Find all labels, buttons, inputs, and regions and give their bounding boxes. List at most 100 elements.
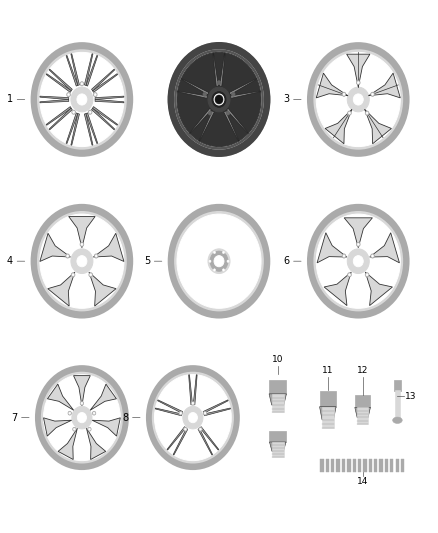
- Ellipse shape: [223, 252, 225, 254]
- Text: 4: 4: [7, 256, 13, 266]
- Bar: [357, 407, 368, 424]
- Ellipse shape: [316, 214, 400, 308]
- Ellipse shape: [208, 227, 212, 231]
- Ellipse shape: [81, 83, 83, 85]
- Polygon shape: [316, 73, 348, 98]
- Polygon shape: [200, 427, 219, 450]
- Polygon shape: [40, 233, 71, 262]
- Ellipse shape: [353, 94, 363, 105]
- Polygon shape: [177, 91, 207, 99]
- Ellipse shape: [153, 373, 233, 463]
- Bar: [320, 459, 324, 472]
- Ellipse shape: [204, 412, 206, 414]
- Ellipse shape: [72, 406, 92, 429]
- Polygon shape: [58, 428, 78, 459]
- Ellipse shape: [201, 260, 203, 263]
- Polygon shape: [43, 418, 72, 436]
- Ellipse shape: [71, 273, 75, 277]
- Bar: [347, 459, 350, 472]
- Polygon shape: [370, 233, 399, 263]
- Ellipse shape: [193, 239, 197, 244]
- Polygon shape: [355, 407, 371, 417]
- Polygon shape: [219, 53, 225, 86]
- Bar: [395, 390, 399, 420]
- Polygon shape: [198, 429, 212, 455]
- Ellipse shape: [371, 254, 374, 258]
- Ellipse shape: [184, 427, 187, 431]
- Ellipse shape: [230, 273, 232, 276]
- Ellipse shape: [183, 406, 203, 429]
- Bar: [355, 395, 371, 407]
- Ellipse shape: [308, 43, 408, 156]
- Ellipse shape: [155, 375, 231, 461]
- Polygon shape: [90, 384, 117, 410]
- Polygon shape: [346, 54, 370, 87]
- Bar: [394, 381, 401, 391]
- Ellipse shape: [169, 43, 269, 156]
- Ellipse shape: [78, 413, 86, 423]
- Polygon shape: [40, 96, 69, 100]
- Text: 7: 7: [11, 413, 18, 423]
- Ellipse shape: [89, 111, 91, 114]
- Bar: [369, 459, 372, 472]
- Polygon shape: [92, 74, 117, 92]
- Polygon shape: [71, 114, 79, 145]
- Ellipse shape: [199, 427, 202, 431]
- Ellipse shape: [213, 252, 215, 254]
- Ellipse shape: [88, 427, 91, 431]
- Ellipse shape: [77, 94, 87, 105]
- Ellipse shape: [226, 291, 230, 295]
- Ellipse shape: [184, 428, 186, 430]
- Bar: [336, 459, 340, 472]
- Ellipse shape: [357, 80, 360, 85]
- Ellipse shape: [314, 50, 403, 149]
- Polygon shape: [226, 108, 248, 134]
- Ellipse shape: [88, 428, 90, 430]
- Ellipse shape: [365, 273, 369, 277]
- Ellipse shape: [349, 273, 350, 276]
- Polygon shape: [158, 400, 183, 413]
- Polygon shape: [317, 233, 347, 263]
- Ellipse shape: [72, 273, 74, 276]
- Polygon shape: [155, 408, 182, 416]
- Ellipse shape: [357, 243, 360, 246]
- Bar: [385, 459, 388, 472]
- Ellipse shape: [365, 111, 369, 115]
- Ellipse shape: [192, 402, 194, 405]
- Bar: [331, 459, 335, 472]
- Polygon shape: [85, 54, 93, 85]
- Polygon shape: [193, 375, 197, 405]
- Ellipse shape: [169, 205, 269, 317]
- Polygon shape: [365, 109, 392, 144]
- Polygon shape: [49, 108, 72, 130]
- Ellipse shape: [180, 412, 182, 414]
- Ellipse shape: [67, 93, 71, 96]
- Ellipse shape: [40, 52, 124, 147]
- Bar: [320, 391, 336, 407]
- Polygon shape: [190, 108, 212, 134]
- Ellipse shape: [366, 112, 368, 114]
- Polygon shape: [167, 427, 186, 450]
- Ellipse shape: [214, 94, 224, 105]
- Bar: [379, 459, 383, 472]
- Polygon shape: [231, 91, 261, 99]
- Ellipse shape: [247, 259, 251, 263]
- Ellipse shape: [371, 92, 374, 96]
- Text: 14: 14: [357, 477, 368, 486]
- Ellipse shape: [81, 243, 83, 246]
- Polygon shape: [46, 107, 71, 125]
- Ellipse shape: [73, 427, 76, 431]
- Ellipse shape: [177, 214, 261, 308]
- Polygon shape: [181, 78, 208, 95]
- Ellipse shape: [308, 205, 408, 317]
- Polygon shape: [189, 375, 193, 405]
- Ellipse shape: [179, 411, 183, 415]
- Ellipse shape: [348, 273, 351, 277]
- Bar: [363, 459, 367, 472]
- Ellipse shape: [67, 255, 69, 257]
- Ellipse shape: [36, 366, 127, 469]
- Polygon shape: [369, 73, 400, 98]
- Ellipse shape: [348, 111, 351, 115]
- Ellipse shape: [81, 402, 83, 405]
- Ellipse shape: [93, 412, 95, 414]
